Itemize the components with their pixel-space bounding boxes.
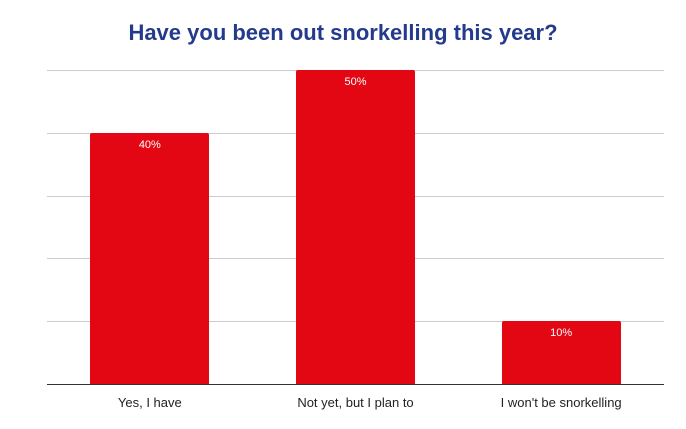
bar-value-label: 40%: [138, 138, 161, 151]
x-axis-tick-label: Yes, I have: [117, 395, 182, 410]
bar: 10%: [501, 321, 621, 384]
bar-value-label: 50%: [344, 76, 367, 88]
x-axis-tick-label: Not yet, but I plan to: [297, 395, 414, 410]
bar: 50%: [296, 70, 415, 384]
bar: 40%: [90, 132, 210, 384]
x-axis-baseline: [47, 384, 664, 385]
chart-title: Have you been out snorkelling this year?: [128, 20, 558, 45]
x-axis-tick-label: I won't be snorkelling: [500, 395, 622, 410]
bar-value-label: 10%: [550, 327, 573, 340]
plot-area: 40% 50% 10%: [47, 70, 664, 385]
